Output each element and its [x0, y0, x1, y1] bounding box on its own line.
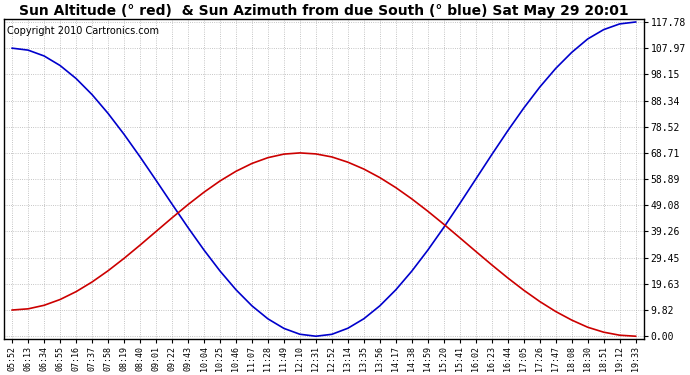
Title: Sun Altitude (° red)  & Sun Azimuth from due South (° blue) Sat May 29 20:01: Sun Altitude (° red) & Sun Azimuth from …: [19, 4, 629, 18]
Text: Copyright 2010 Cartronics.com: Copyright 2010 Cartronics.com: [8, 26, 159, 36]
